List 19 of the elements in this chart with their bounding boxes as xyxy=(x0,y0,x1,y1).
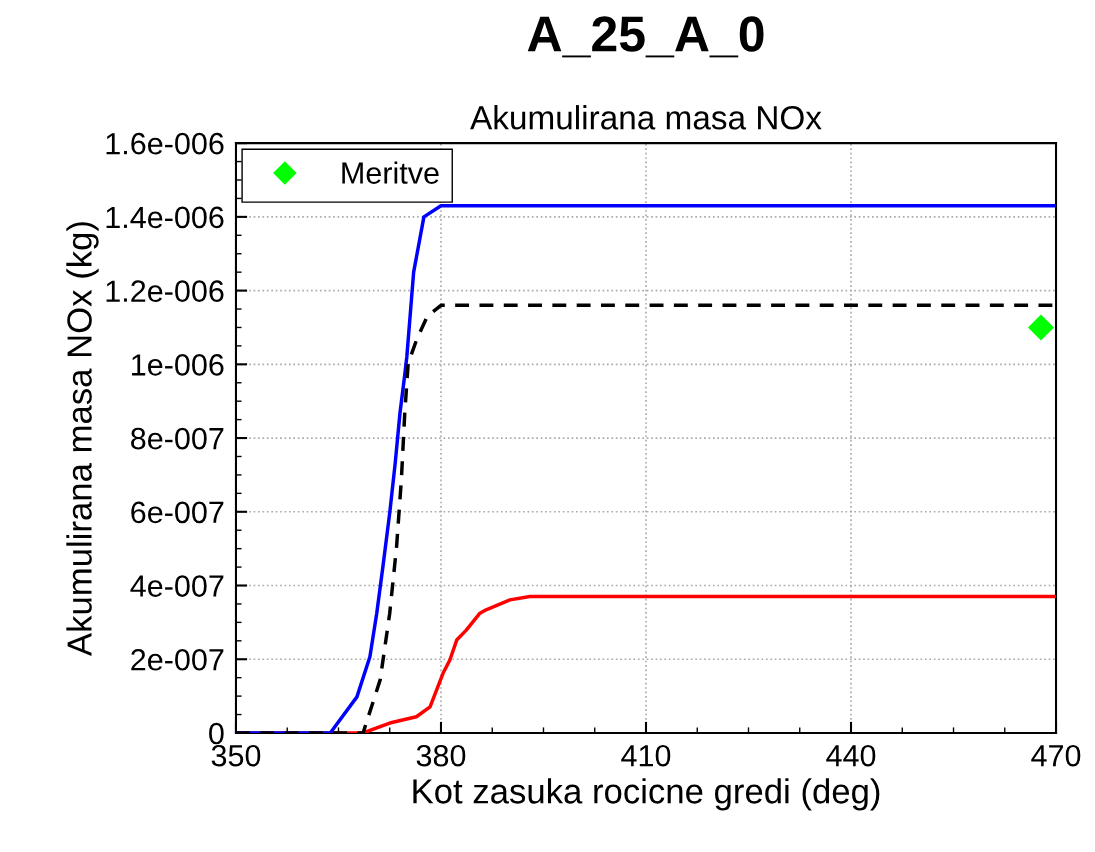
x-tick-label: 470 xyxy=(1031,744,1081,767)
y-tick-label: 2e-007 xyxy=(131,648,224,671)
legend-label: Meritve xyxy=(342,161,439,184)
y-tick-label: 1.2e-006 xyxy=(106,280,224,302)
y-tick-label: 0 xyxy=(209,722,224,745)
x-tick-label: 380 xyxy=(416,744,466,767)
chart-title: A_25_A_0 xyxy=(527,16,764,58)
x-axis-title: Kot zasuka rocicne gredi (deg) xyxy=(413,778,880,811)
y-axis-title: Akumulirana masa NOx (kg) xyxy=(66,222,99,657)
y-tick-label: 1.6e-006 xyxy=(106,132,224,155)
x-tick-label: 440 xyxy=(826,744,876,767)
y-tick-label: 4e-007 xyxy=(130,575,224,597)
y-tick-label: 6e-007 xyxy=(131,501,224,524)
y-tick-label: 1e-006 xyxy=(132,354,224,376)
y-tick-label: 1.4e-006 xyxy=(106,206,224,229)
chart-subtitle: Akumulirana masa NOx xyxy=(470,105,822,130)
x-tick-label: 410 xyxy=(621,744,671,767)
y-tick-label: 8e-007 xyxy=(131,427,224,450)
x-tick-label: 350 xyxy=(211,744,261,767)
